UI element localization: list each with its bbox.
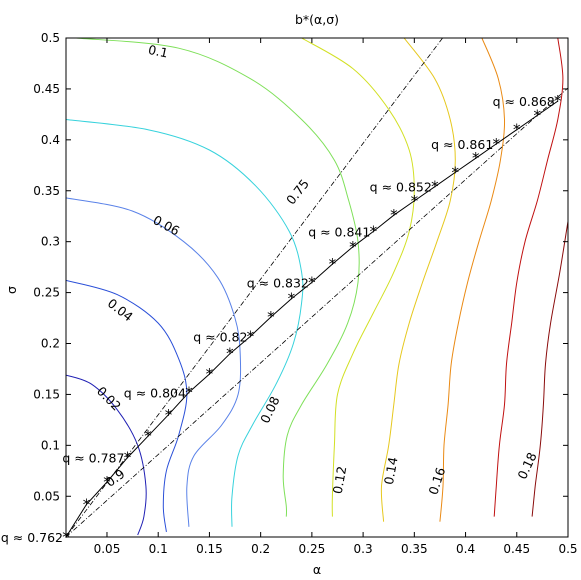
contour-line-0.14 bbox=[380, 38, 456, 522]
path-marker: * bbox=[431, 178, 439, 196]
path-marker: * bbox=[513, 121, 521, 139]
path-marker: * bbox=[288, 290, 296, 308]
path-marker: * bbox=[226, 345, 234, 363]
contour-lines bbox=[66, 38, 568, 536]
chart-title: b*(α,σ) bbox=[295, 12, 339, 27]
x-tick-label: 0.15 bbox=[196, 542, 223, 556]
y-tick-label: 0.1 bbox=[41, 438, 60, 452]
reference-lines bbox=[66, 38, 568, 537]
y-axis-ticks: 0.05 0.1 0.15 0.2 0.25 0.3 0.35 0.4 0.45 0.5 bbox=[33, 31, 568, 503]
path-marker: * bbox=[247, 327, 255, 345]
q-annotation: q ≈ 0.852 bbox=[370, 180, 432, 195]
q-annotation: q ≈ 0.82 bbox=[193, 329, 247, 344]
path-marker: * bbox=[144, 427, 152, 445]
contour-label-0.08: 0.08 bbox=[257, 394, 282, 426]
x-tick-label: 0.1 bbox=[149, 542, 168, 556]
y-tick-label: 0.3 bbox=[41, 235, 60, 249]
path-marker: * bbox=[472, 149, 480, 167]
x-tick-label: 0.45 bbox=[503, 542, 530, 556]
path-marker: * bbox=[83, 495, 91, 513]
path-marker: * bbox=[185, 383, 193, 401]
y-tick-label: 0.5 bbox=[41, 31, 60, 45]
x-tick-label: 0.2 bbox=[251, 542, 270, 556]
y-tick-label: 0.15 bbox=[33, 387, 60, 401]
q-annotation: q ≈ 0.804 bbox=[124, 385, 186, 400]
optimal-path-line bbox=[65, 100, 559, 538]
path-marker: * bbox=[165, 406, 173, 424]
reference-line-0.9 bbox=[66, 87, 568, 537]
contour-label-0.02: 0.02 bbox=[94, 383, 124, 413]
y-tick-label: 0.25 bbox=[33, 286, 60, 300]
q-annotation: q ≈ 0.762 bbox=[1, 530, 63, 545]
contour-line-0.18 bbox=[493, 38, 564, 517]
contour-label-0.06: 0.06 bbox=[151, 212, 183, 238]
y-tick-label: 0.4 bbox=[41, 133, 60, 147]
q-annotation: q ≈ 0.787 bbox=[62, 451, 124, 466]
path-marker: * bbox=[554, 92, 562, 110]
reference-line-label-0.75: 0.75 bbox=[283, 176, 312, 207]
contour-labels: 0.020.040.060.080.10.12 0.14 0.16 0.180.750… bbox=[94, 42, 540, 497]
optimal-path: ************************* bbox=[62, 92, 562, 546]
path-marker: * bbox=[411, 192, 419, 210]
contour-line-0.08 bbox=[66, 119, 304, 527]
q-annotation: q ≈ 0.861 bbox=[431, 137, 493, 152]
x-axis-ticks: 0.05 0.1 0.15 0.2 0.25 0.3 0.35 0.4 0.45 0.5 bbox=[94, 38, 578, 556]
path-marker: * bbox=[103, 473, 111, 491]
path-marker: * bbox=[390, 206, 398, 224]
q-annotations: q ≈ 0.762 q ≈ 0.787 q ≈ 0.804 q ≈ 0.82 q ≈ 0… bbox=[1, 94, 555, 545]
contour-label-0.12: 0.12 bbox=[330, 465, 350, 495]
path-marker: * bbox=[206, 365, 214, 383]
contour-line-0.02 bbox=[66, 374, 147, 536]
q-annotation: q ≈ 0.868 bbox=[493, 94, 555, 109]
y-axis-label: σ bbox=[4, 286, 19, 294]
path-marker: * bbox=[534, 106, 542, 124]
q-annotation: q ≈ 0.841 bbox=[308, 224, 370, 239]
x-axis-label: α bbox=[313, 562, 321, 577]
contour-label-0.1: 0.1 bbox=[147, 42, 170, 61]
y-tick-label: 0.2 bbox=[41, 337, 60, 351]
path-marker: * bbox=[267, 308, 275, 326]
path-marker: * bbox=[452, 163, 460, 181]
path-marker: * bbox=[329, 255, 337, 273]
contour-label-0.04: 0.04 bbox=[105, 295, 136, 324]
path-marker: * bbox=[124, 449, 132, 467]
plot-frame bbox=[65, 37, 569, 538]
x-tick-label: 0.25 bbox=[299, 542, 326, 556]
x-tick-label: 0.3 bbox=[354, 542, 373, 556]
path-marker: * bbox=[349, 238, 357, 256]
contour-label-0.16: 0.16 bbox=[425, 465, 448, 496]
path-marker: * bbox=[308, 273, 316, 291]
path-marker: * bbox=[493, 135, 501, 153]
y-tick-label: 0.45 bbox=[33, 82, 60, 96]
y-tick-label: 0.35 bbox=[33, 184, 60, 198]
x-tick-label: 0.5 bbox=[558, 542, 577, 556]
contour-line-0.2 bbox=[531, 221, 568, 517]
x-tick-label: 0.35 bbox=[401, 542, 428, 556]
x-tick-label: 0.4 bbox=[456, 542, 475, 556]
contour-line-0.16 bbox=[439, 38, 506, 522]
y-tick-label: 0.05 bbox=[33, 489, 60, 503]
q-annotation: q ≈ 0.832 bbox=[247, 275, 309, 290]
contour-line-0.12 bbox=[301, 38, 415, 517]
path-marker: * bbox=[370, 222, 378, 240]
x-tick-label: 0.05 bbox=[94, 542, 121, 556]
contour-label-0.14: 0.14 bbox=[381, 456, 401, 486]
contour-line-0.06 bbox=[66, 197, 242, 527]
